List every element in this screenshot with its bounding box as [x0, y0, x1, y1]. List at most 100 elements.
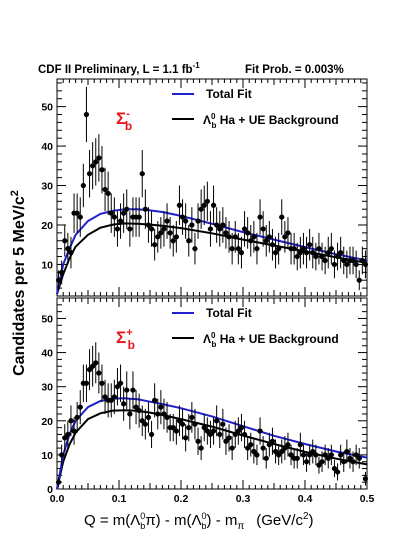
data-point	[179, 421, 186, 427]
data-point	[210, 428, 217, 434]
data-point	[83, 380, 90, 386]
data-point	[350, 459, 356, 465]
data-point	[334, 469, 341, 475]
data-point	[248, 238, 254, 244]
data-point	[294, 253, 300, 260]
data-point	[142, 421, 148, 427]
data-point	[297, 250, 303, 256]
data-point	[62, 238, 68, 244]
data-point	[263, 455, 269, 461]
data-point	[257, 428, 263, 434]
data-point	[310, 250, 316, 256]
data-point	[279, 448, 285, 455]
background-curve	[56, 222, 368, 295]
data-point	[161, 411, 167, 417]
data-point	[148, 226, 155, 232]
data-point	[276, 452, 282, 458]
y-tick-label: 50	[41, 102, 53, 114]
data-point	[307, 242, 313, 248]
data-point	[325, 455, 331, 461]
data-point	[74, 210, 80, 216]
data-point	[319, 459, 325, 465]
data-point	[297, 442, 303, 448]
data-point	[155, 411, 161, 417]
data-point	[195, 218, 201, 224]
data-point	[65, 246, 71, 252]
data-point	[353, 452, 359, 458]
legend-total-fit-label: Total Fit	[206, 306, 252, 320]
data-point	[189, 414, 195, 420]
data-point	[316, 246, 322, 252]
data-point	[96, 155, 102, 161]
data-point	[93, 159, 99, 165]
data-point	[241, 431, 248, 438]
data-point	[282, 445, 288, 451]
data-point	[359, 257, 365, 264]
data-point	[238, 250, 245, 256]
data-point	[344, 261, 350, 268]
data-point	[55, 479, 62, 485]
data-point	[319, 253, 325, 260]
data-point	[331, 465, 338, 472]
data-point	[130, 387, 136, 393]
data-point	[127, 411, 133, 417]
data-point	[338, 250, 344, 256]
data-point	[127, 226, 133, 232]
data-point	[68, 250, 74, 256]
data-point	[176, 202, 183, 208]
x-tick-label: 0.0	[50, 493, 65, 505]
data-point	[124, 387, 130, 393]
data-point	[266, 442, 272, 448]
data-point	[325, 250, 331, 256]
data-point	[276, 246, 282, 252]
data-point	[83, 111, 90, 118]
data-point	[176, 418, 183, 424]
data-point	[121, 401, 127, 407]
data-point	[136, 214, 142, 220]
data-point	[341, 459, 347, 465]
data-point	[282, 234, 288, 240]
data-point	[108, 210, 114, 216]
data-point	[229, 445, 235, 451]
data-point	[121, 210, 127, 216]
x-tick-label: 0.3	[236, 493, 251, 505]
data-point	[263, 238, 269, 244]
data-point	[269, 438, 276, 444]
data-point	[207, 431, 214, 438]
fit-probability-header: Fit Prob. = 0.003%	[245, 64, 344, 76]
data-point	[272, 448, 279, 455]
data-point	[217, 226, 223, 232]
data-point	[117, 218, 124, 224]
data-point	[139, 171, 145, 177]
y-tick-label: 10	[41, 259, 53, 271]
data-point	[210, 202, 217, 208]
data-point	[353, 261, 359, 268]
data-point	[192, 246, 198, 252]
data-point	[65, 431, 71, 438]
data-point	[77, 404, 83, 410]
data-point	[145, 414, 152, 420]
total-fit-curve	[56, 208, 368, 295]
data-point	[164, 414, 170, 420]
data-point	[96, 370, 102, 376]
data-point	[285, 230, 291, 236]
data-point	[186, 425, 192, 431]
bottom-panel: 0 10 20 30 40 50 0.0 0.1 0.2 0.3 0.4 0.5 Total Fit Λ0…	[41, 297, 374, 505]
data-point	[226, 234, 232, 240]
data-point	[303, 250, 310, 256]
signal-label: Σ+ b	[116, 327, 135, 352]
y-tick-label: 20	[41, 416, 53, 428]
data-point	[77, 214, 83, 220]
y-tick-label: 10	[41, 450, 53, 462]
data-point	[90, 363, 96, 369]
x-tick-label: 0.2	[174, 493, 189, 505]
data-point	[173, 234, 179, 240]
data-point	[102, 186, 108, 193]
data-point	[93, 360, 99, 366]
top-panel: 10 20 30 40 50 Total Fit Λ0 b Ha + UE Backgroun…	[41, 78, 369, 297]
data-point	[117, 380, 124, 386]
data-point	[198, 206, 204, 212]
data-point	[245, 230, 251, 236]
data-point	[232, 234, 238, 240]
data-point	[310, 448, 316, 455]
